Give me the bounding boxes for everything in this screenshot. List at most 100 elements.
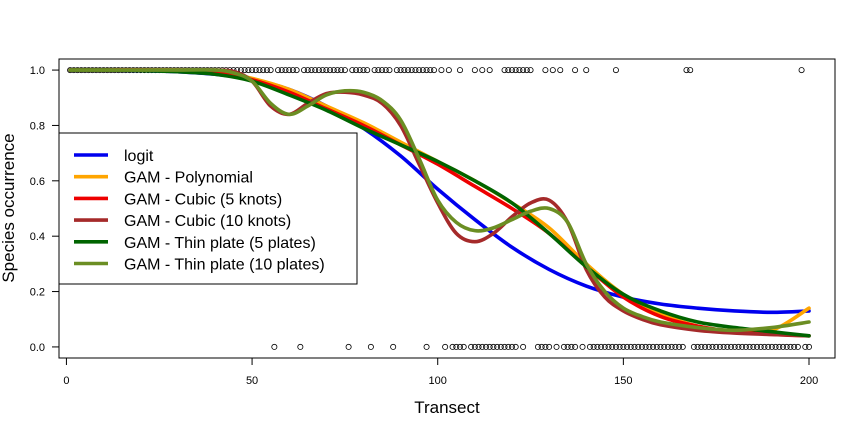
absence-point (780, 343, 787, 350)
absence-point (475, 343, 482, 350)
absence-point (546, 343, 553, 350)
presence-point (379, 67, 386, 74)
presence-point (612, 67, 619, 74)
absence-point (765, 343, 772, 350)
absence-point (702, 343, 709, 350)
absence-point (449, 343, 456, 350)
absence-point (572, 343, 579, 350)
absence-point (605, 343, 612, 350)
presence-point (267, 67, 274, 74)
absence-point (297, 343, 304, 350)
y-tick-label: 0.0 (30, 342, 45, 354)
x-tick-label: 100 (429, 375, 447, 387)
absence-point (579, 343, 586, 350)
presence-point (241, 67, 248, 74)
presence-point (397, 67, 404, 74)
absence-point (657, 343, 664, 350)
absence-point (590, 343, 597, 350)
legend-label: logit (124, 148, 154, 165)
absence-point (609, 343, 616, 350)
presence-point (687, 67, 694, 74)
legend-label: GAM - Thin plate (5 plates) (124, 235, 316, 252)
absence-point (679, 343, 686, 350)
absence-point (612, 343, 619, 350)
presence-point (549, 67, 556, 74)
absence-point (620, 343, 627, 350)
presence-point (798, 67, 805, 74)
presence-point (304, 67, 311, 74)
presence-point (334, 67, 341, 74)
legend-label: GAM - Cubic (5 knots) (124, 191, 282, 208)
presence-point (419, 67, 426, 74)
presence-point (557, 67, 564, 74)
absence-point (724, 343, 731, 350)
y-axis: 0.0 0.2 0.4 0.6 0.8 1.0 (30, 65, 60, 354)
x-axis: 0 50 100 150 200 (63, 357, 818, 387)
presence-point (423, 67, 430, 74)
absence-point (494, 343, 501, 350)
absence-point (772, 343, 779, 350)
x-tick-label: 0 (63, 375, 69, 387)
presence-point (438, 67, 445, 74)
absence-point (538, 343, 545, 350)
absence-point (534, 343, 541, 350)
absence-point (520, 343, 527, 350)
presence-point (508, 67, 515, 74)
absence-point (553, 343, 560, 350)
absence-point (653, 343, 660, 350)
absence-point (668, 343, 675, 350)
presence-point (308, 67, 315, 74)
presence-point (512, 67, 519, 74)
presence-point (456, 67, 463, 74)
absence-point (501, 343, 508, 350)
absence-point (598, 343, 605, 350)
presence-point (349, 67, 356, 74)
y-tick-label: 1.0 (30, 65, 45, 77)
absence-point (783, 343, 790, 350)
presence-point (408, 67, 415, 74)
absence-point (271, 343, 278, 350)
absence-point (690, 343, 697, 350)
y-tick-label: 0.4 (30, 231, 45, 243)
presence-point (523, 67, 530, 74)
series-line-4 (68, 68, 811, 338)
presence-point (427, 67, 434, 74)
absence-point (754, 343, 761, 350)
absence-point (490, 343, 497, 350)
presence-point (263, 67, 270, 74)
absence-point (471, 343, 478, 350)
legend: logit GAM - Polynomial GAM - Cubic (5 knot… (58, 132, 358, 285)
absence-point (453, 343, 460, 350)
presence-point (356, 67, 363, 74)
absence-point (664, 343, 671, 350)
presence-point (252, 67, 259, 74)
presence-point (301, 67, 308, 74)
presence-point (327, 67, 334, 74)
presence-point (286, 67, 293, 74)
absence-point (367, 343, 374, 350)
absence-point (676, 343, 683, 350)
absence-point (694, 343, 701, 350)
presence-point (249, 67, 256, 74)
absence-point (468, 343, 475, 350)
x-axis-title: Transect (414, 398, 480, 417)
presence-point (341, 67, 348, 74)
absence-point (497, 343, 504, 350)
absence-point (761, 343, 768, 350)
presence-point (683, 67, 690, 74)
presence-point (338, 67, 345, 74)
y-tick-label: 0.6 (30, 176, 45, 188)
legend-box (58, 132, 358, 285)
presence-point (505, 67, 512, 74)
absence-point (794, 343, 801, 350)
presence-point (416, 67, 423, 74)
absence-point (542, 343, 549, 350)
absence-point (423, 343, 430, 350)
absence-point (735, 343, 742, 350)
absence-point (672, 343, 679, 350)
presence-point (260, 67, 267, 74)
x-tick-label: 50 (246, 375, 258, 387)
presence-point (353, 67, 360, 74)
presence-point (256, 67, 263, 74)
absence-point (627, 343, 634, 350)
